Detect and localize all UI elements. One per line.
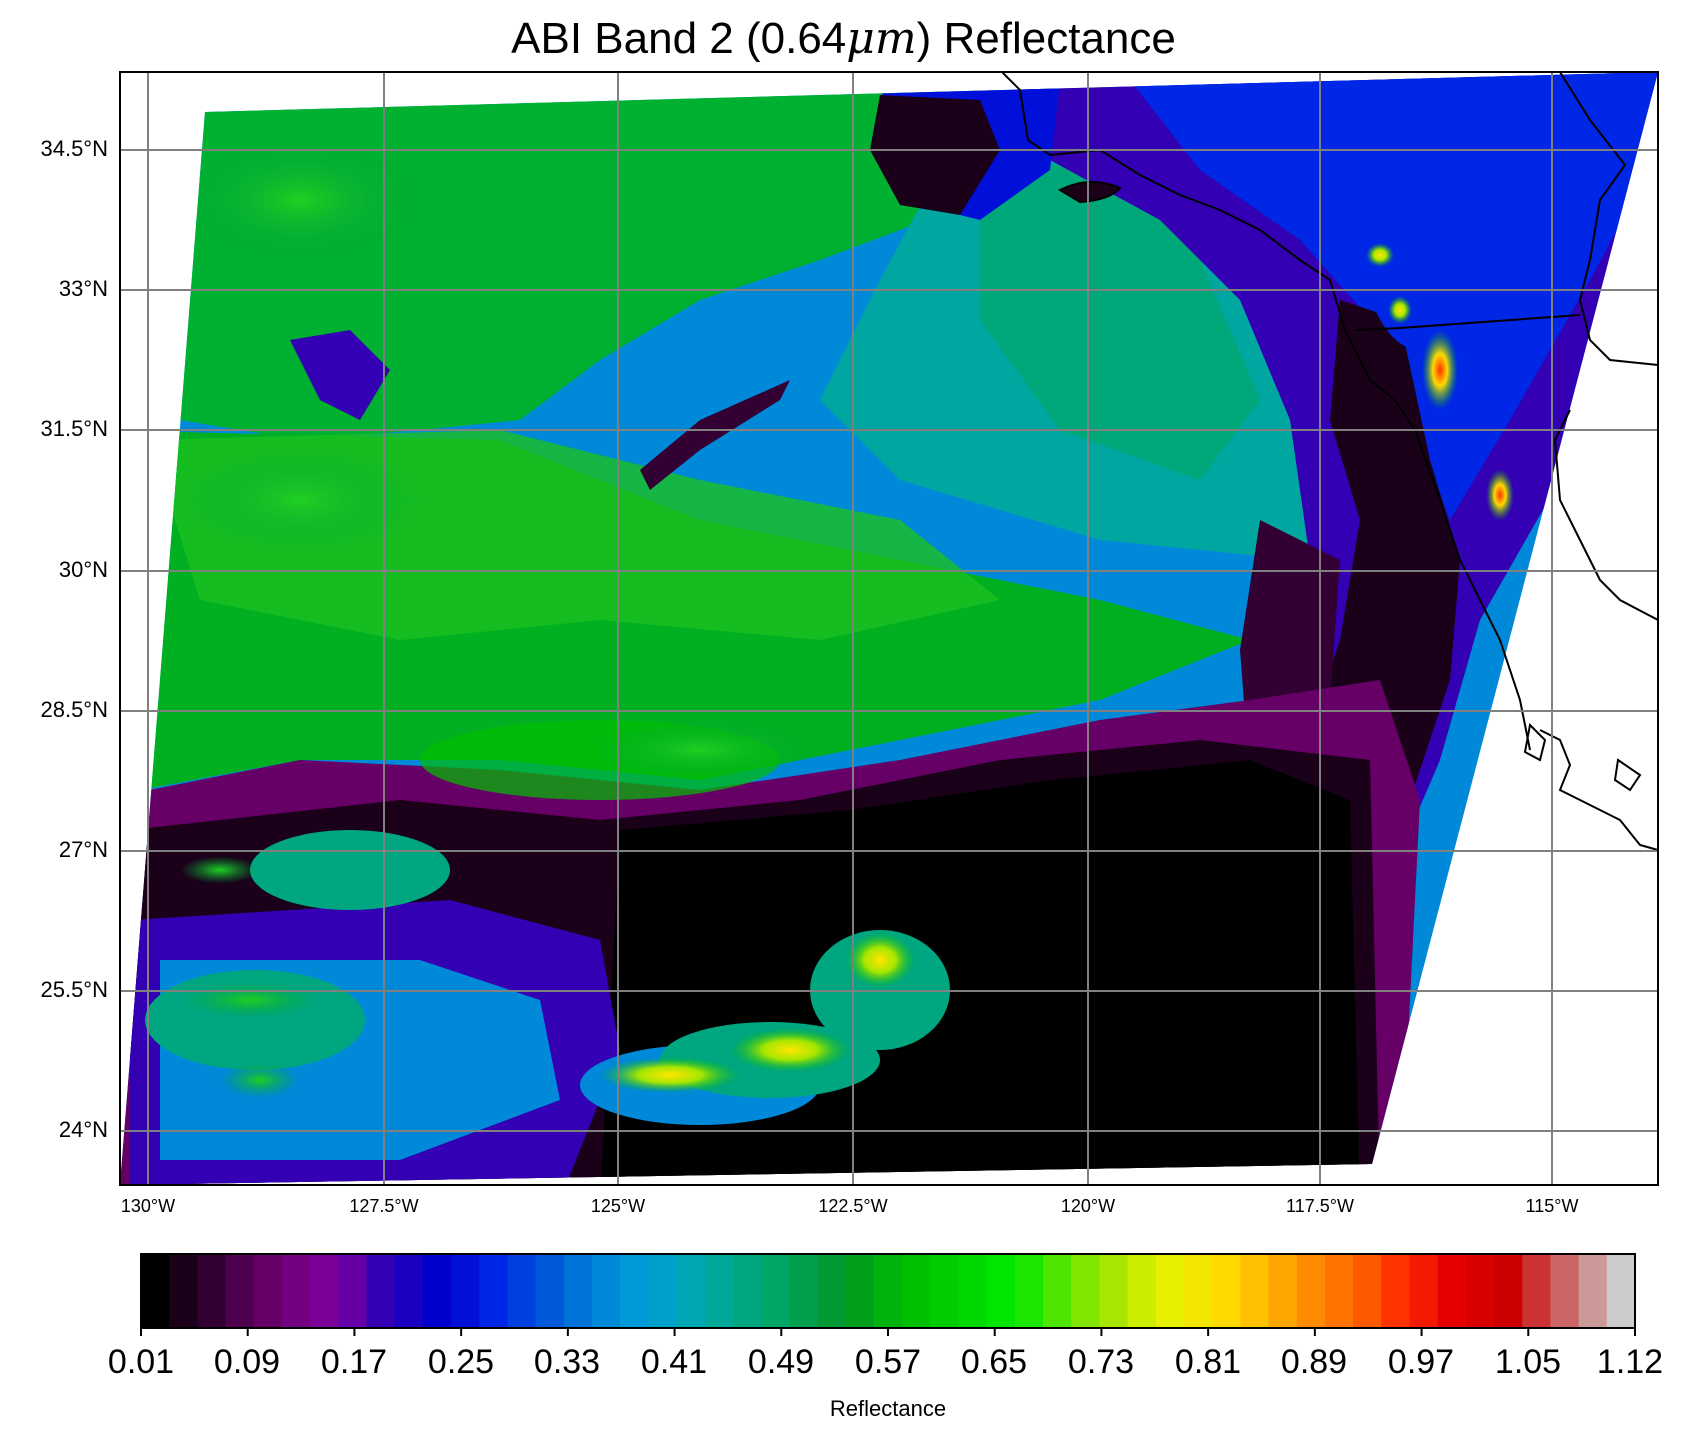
- colorbar-swatch: [873, 1254, 903, 1328]
- lon-label-117-5: 117.5°W: [1286, 1196, 1354, 1216]
- colorbar-swatch: [1183, 1254, 1213, 1328]
- lat-label-30: 30°N: [58, 557, 108, 582]
- lon-label-125: 125°W: [590, 1196, 646, 1216]
- colorbar-swatch: [1550, 1254, 1580, 1328]
- colorbar-swatch: [169, 1254, 198, 1328]
- colorbar-swatch: [676, 1254, 706, 1328]
- colorbar-swatch: [1381, 1254, 1411, 1328]
- colorbar-swatch: [761, 1254, 790, 1328]
- colorbar-tick-label: 0.65: [960, 1343, 1028, 1381]
- colorbar-swatch: [930, 1254, 960, 1328]
- colorbar-swatch: [1127, 1254, 1157, 1328]
- colorbar-swatch: [310, 1254, 339, 1328]
- colorbar-swatch: [394, 1254, 424, 1328]
- colorbar-tick-label: 0.25: [427, 1343, 495, 1381]
- colorbar-swatch: [902, 1254, 931, 1328]
- colorbar-swatch: [986, 1254, 1016, 1328]
- coastlines: [1001, 72, 1658, 851]
- colorbar-swatch: [225, 1254, 255, 1328]
- lon-label-120: 120°W: [1060, 1196, 1116, 1216]
- colorbar-swatch: [958, 1254, 988, 1328]
- colorbar-swatch: [620, 1254, 649, 1328]
- colorbar-swatch: [789, 1254, 819, 1328]
- colorbar-title: Reflectance: [829, 1396, 947, 1421]
- lat-label-24: 24°N: [58, 1117, 108, 1142]
- colorbar-tick-label: 0.97: [1387, 1343, 1455, 1381]
- colorbar-swatch: [253, 1254, 283, 1328]
- colorbar-swatch: [1353, 1254, 1382, 1328]
- lon-label-130: 130°W: [120, 1196, 176, 1216]
- title-prefix: ABI Band 2 (0.64: [511, 14, 847, 63]
- colorbar-swatch: [817, 1254, 847, 1328]
- colorbar-swatch: [197, 1254, 227, 1328]
- colorbar-tick-label: 0.33: [533, 1343, 601, 1381]
- colorbar-swatch: [1212, 1254, 1241, 1328]
- colorbar-tick-label: 0.09: [213, 1343, 281, 1381]
- colorbar-swatch: [563, 1254, 593, 1328]
- colorbar-swatch: [366, 1254, 396, 1328]
- title-suffix: ) Reflectance: [916, 14, 1176, 63]
- lat-label-31-5: 31.5°N: [40, 416, 108, 441]
- colorbar-swatch: [338, 1254, 368, 1328]
- colorbar-swatch: [648, 1254, 678, 1328]
- colorbar-swatch: [732, 1254, 762, 1328]
- colorbar-swatch: [281, 1254, 311, 1328]
- colorbar-tick-label: 1.05: [1494, 1343, 1562, 1381]
- colorbar-swatch: [1240, 1254, 1270, 1328]
- reflectance-swath: [120, 72, 1658, 1185]
- colorbar-swatch: [422, 1254, 452, 1328]
- lon-label-115: 115°W: [1525, 1196, 1579, 1216]
- colorbar-tick-label: 0.81: [1174, 1343, 1242, 1381]
- colorbar-swatch: [479, 1254, 509, 1328]
- colorbar-swatch: [1099, 1254, 1129, 1328]
- colorbar-ticks: [140, 1328, 1636, 1336]
- lat-label-27: 27°N: [58, 837, 108, 862]
- graticule: [120, 72, 1658, 1185]
- colorbar-swatch: [451, 1254, 480, 1328]
- colorbar-swatch: [141, 1254, 170, 1328]
- colorbar-swatch: [1043, 1254, 1072, 1328]
- colorbar-swatches: [141, 1254, 1636, 1328]
- colorbar-swatch: [1071, 1254, 1101, 1328]
- lon-label-122-5: 122.5°W: [818, 1196, 888, 1216]
- colorbar-swatch: [704, 1254, 734, 1328]
- title-unit: μm: [846, 13, 917, 64]
- colorbar-swatch: [1437, 1254, 1467, 1328]
- colorbar-swatch: [1268, 1254, 1298, 1328]
- lat-label-33: 33°N: [58, 276, 108, 301]
- lat-label-34-5: 34.5°N: [40, 136, 108, 161]
- colorbar-swatch: [1578, 1254, 1608, 1328]
- colorbar-swatch: [1014, 1254, 1044, 1328]
- colorbar-tick-label: 0.41: [640, 1343, 708, 1381]
- colorbar-swatch: [1522, 1254, 1552, 1328]
- map-title: ABI Band 2 (0.64μm) Reflectance: [0, 12, 1687, 66]
- lat-label-28-5: 28.5°N: [40, 697, 108, 722]
- colorbar-swatch: [1296, 1254, 1326, 1328]
- colorbar-tick-label: 0.49: [747, 1343, 815, 1381]
- colorbar-swatch: [1606, 1254, 1636, 1328]
- map-frame: [119, 71, 1659, 1186]
- colorbar-swatch: [1409, 1254, 1439, 1328]
- colorbar-swatch: [1155, 1254, 1185, 1328]
- colorbar-swatch: [592, 1254, 621, 1328]
- colorbar-tick-label: 0.01: [107, 1343, 175, 1381]
- colorbar-tick-label: 0.17: [320, 1343, 388, 1381]
- colorbar-tick-label: 0.57: [854, 1343, 922, 1381]
- colorbar-swatch: [1324, 1254, 1354, 1328]
- colorbar-swatch: [845, 1254, 875, 1328]
- colorbar-swatch: [507, 1254, 537, 1328]
- colorbar-tick-label: 0.89: [1280, 1343, 1348, 1381]
- lon-label-127-5: 127.5°W: [349, 1196, 419, 1216]
- colorbar-swatch: [1465, 1254, 1495, 1328]
- colorbar-swatch: [535, 1254, 565, 1328]
- lat-label-25-5: 25.5°N: [40, 977, 108, 1002]
- colorbar-tick-label: 0.73: [1067, 1343, 1135, 1381]
- colorbar-tick-label: 1.12: [1596, 1343, 1664, 1381]
- colorbar-swatch: [1494, 1254, 1523, 1328]
